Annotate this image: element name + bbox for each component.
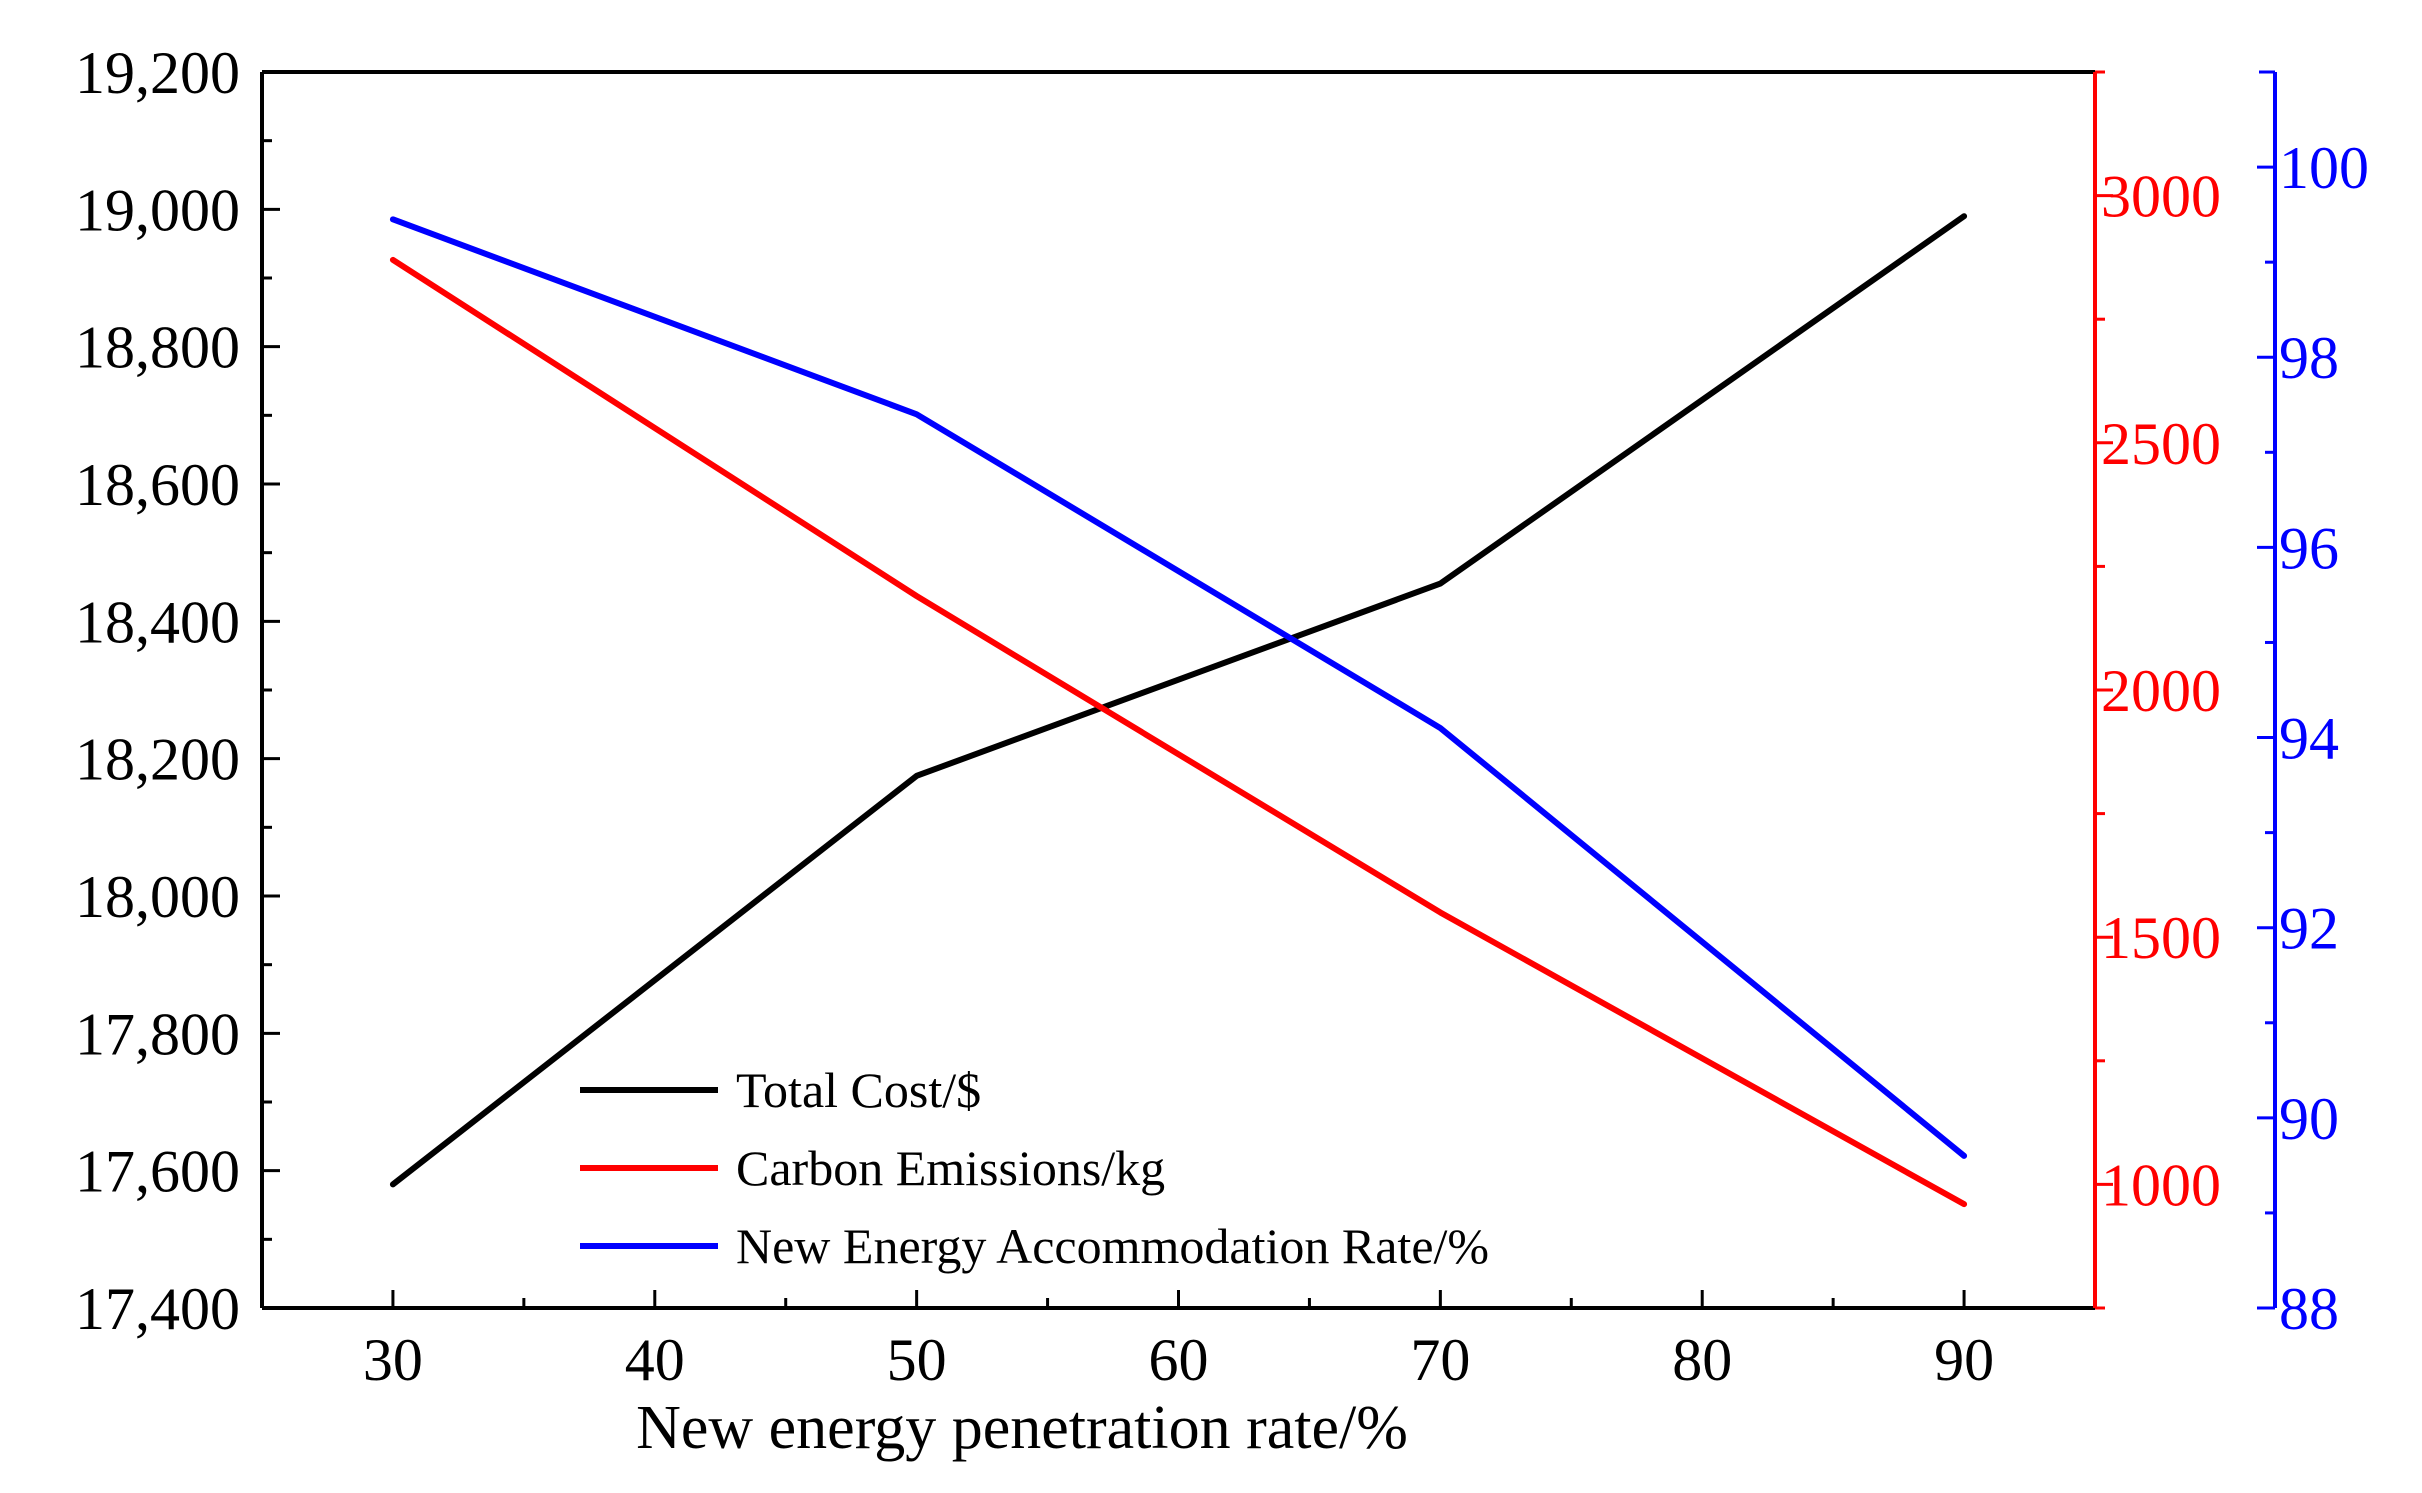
x-axis: 30 40 50 60 70 80 90	[363, 1290, 1994, 1393]
right-accommodation-tick-label: 90	[2279, 1086, 2339, 1152]
left-tick-label: 18,000	[75, 864, 240, 930]
right-carbon-tick-label: 3000	[2101, 164, 2221, 230]
x-tick-label: 40	[625, 1327, 685, 1393]
right-carbon-tick-label: 1500	[2101, 905, 2221, 971]
right-y-axis-carbon: 1000 1500 2000 2500 3000	[2093, 70, 2221, 1310]
series-line	[389, 213, 1968, 1188]
series-line	[389, 256, 1968, 1208]
x-tick-label: 30	[363, 1327, 423, 1393]
right-accommodation-tick-label: 94	[2279, 706, 2339, 772]
right-carbon-tick-label: 1000	[2101, 1152, 2221, 1218]
x-tick-label: 70	[1410, 1327, 1470, 1393]
right-accommodation-tick-label: 100	[2279, 135, 2369, 201]
right-accommodation-tick-label: 88	[2279, 1276, 2339, 1342]
x-tick-label: 80	[1672, 1327, 1732, 1393]
left-tick-label: 17,800	[75, 1001, 240, 1067]
right-accommodation-tick-label: 98	[2279, 325, 2339, 391]
right-y-axis-accommodation: 88 90 92 94 96 98 100	[2257, 70, 2369, 1342]
x-tick-label: 50	[887, 1327, 947, 1393]
x-axis-title: New energy penetration rate/%	[636, 1394, 1408, 1462]
legend-label: Carbon Emissions/kg	[736, 1140, 1165, 1196]
legend-label: Total Cost/$	[736, 1062, 981, 1118]
right-carbon-tick-label: 2500	[2101, 411, 2221, 477]
left-tick-label: 17,600	[75, 1139, 240, 1205]
series-line	[389, 216, 1968, 1159]
right-accommodation-tick-label: 96	[2279, 515, 2339, 581]
series-lines	[389, 213, 1968, 1208]
legend: Total Cost/$ Carbon Emissions/kg New Energ…	[580, 1062, 1489, 1274]
left-tick-label: 17,400	[75, 1276, 240, 1342]
left-y-axis: 17,400 17,600 17,800 18,000 18,200 18,400 18,6…	[75, 40, 280, 1342]
left-tick-label: 18,400	[75, 589, 240, 655]
right-accommodation-tick-label: 92	[2279, 896, 2339, 962]
x-tick-label: 60	[1149, 1327, 1209, 1393]
left-tick-label: 18,200	[75, 727, 240, 793]
legend-label: New Energy Accommodation Rate/%	[736, 1218, 1489, 1274]
x-tick-label: 90	[1934, 1327, 1994, 1393]
left-tick-label: 18,600	[75, 452, 240, 518]
right-carbon-tick-label: 2000	[2101, 658, 2221, 724]
left-tick-label: 19,200	[75, 40, 240, 106]
left-tick-label: 18,800	[75, 315, 240, 381]
left-tick-label: 19,000	[75, 177, 240, 243]
